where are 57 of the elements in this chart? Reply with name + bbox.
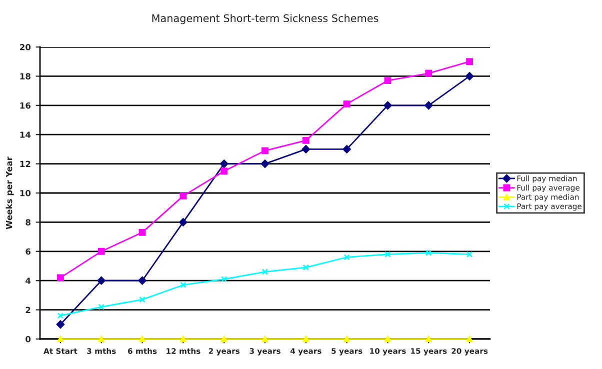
point xyxy=(56,274,64,282)
point xyxy=(139,336,146,342)
point xyxy=(262,147,268,154)
point xyxy=(57,336,64,342)
point xyxy=(220,168,228,175)
y-tick-label: 0 xyxy=(26,336,31,342)
point xyxy=(302,145,310,154)
point xyxy=(424,101,433,110)
y-tick-label: 8 xyxy=(26,219,30,226)
y-tick-label: 14 xyxy=(20,132,31,138)
point xyxy=(180,336,186,342)
point xyxy=(180,282,186,288)
point xyxy=(179,218,188,226)
point xyxy=(425,70,432,77)
point xyxy=(98,336,104,342)
point xyxy=(344,336,350,342)
point xyxy=(97,276,106,285)
point xyxy=(384,251,391,258)
y-tick-label: 18 xyxy=(20,73,30,80)
point xyxy=(426,250,432,256)
point xyxy=(220,160,228,168)
point xyxy=(262,268,268,275)
point xyxy=(180,192,187,200)
point xyxy=(466,251,473,258)
point xyxy=(98,248,105,255)
point xyxy=(302,136,310,144)
point xyxy=(220,276,228,282)
point xyxy=(384,101,392,110)
point xyxy=(262,336,268,342)
y-tick-label: 20 xyxy=(20,44,31,50)
point xyxy=(260,160,270,168)
point xyxy=(302,264,310,271)
y-tick-label: 16 xyxy=(20,102,31,109)
point xyxy=(302,336,310,342)
point xyxy=(57,312,64,319)
point xyxy=(426,336,432,342)
y-axis-title: Weeks per Year xyxy=(6,156,14,230)
chart-title: Management Short-term Sickness Schemes xyxy=(152,14,378,24)
point xyxy=(466,336,473,342)
point xyxy=(56,320,65,329)
y-tick-label: 4 xyxy=(26,278,31,284)
point xyxy=(139,296,146,303)
point xyxy=(466,58,474,66)
point xyxy=(98,304,104,310)
point xyxy=(465,72,474,80)
y-tick-label: 6 xyxy=(26,248,31,255)
point xyxy=(384,336,391,342)
point xyxy=(343,100,350,108)
point xyxy=(384,77,392,84)
y-tick-label: 10 xyxy=(20,190,31,196)
point xyxy=(138,276,146,285)
y-tick-label: 2 xyxy=(26,306,30,313)
y-tick-label: 12 xyxy=(20,160,30,167)
point xyxy=(344,254,350,260)
point xyxy=(342,145,351,154)
point xyxy=(220,336,228,342)
point xyxy=(138,228,146,236)
